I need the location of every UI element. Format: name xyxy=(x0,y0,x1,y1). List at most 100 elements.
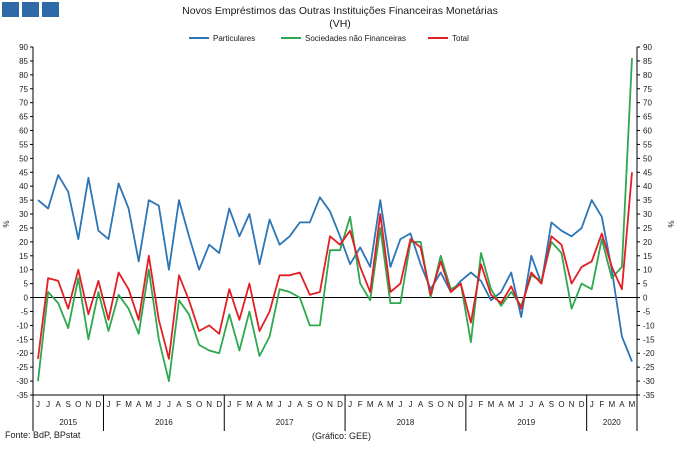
y-tick-label-left: 45 xyxy=(19,168,28,177)
x-month-label: J xyxy=(348,400,352,409)
y-tick-label-left: -20 xyxy=(16,349,28,358)
x-month-label: A xyxy=(539,400,545,409)
y-tick-label-right: -10 xyxy=(643,321,655,330)
x-month-label: J xyxy=(409,400,413,409)
series-line xyxy=(37,172,633,360)
legend-label: Sociedades não Financeiras xyxy=(305,34,406,43)
x-month-label: M xyxy=(367,400,374,409)
x-month-label: J xyxy=(519,400,523,409)
y-tick-label-left: 30 xyxy=(19,210,28,219)
y-tick-label-right: 20 xyxy=(643,238,652,247)
x-month-label: S xyxy=(307,400,312,409)
y-tick-label-left: 90 xyxy=(19,43,28,52)
y-tick-label-right: 35 xyxy=(643,196,652,205)
x-month-label: M xyxy=(508,400,515,409)
x-month-label: A xyxy=(619,400,625,409)
x-month-label: F xyxy=(237,400,242,409)
series-line xyxy=(37,174,633,362)
x-year-label: 2018 xyxy=(397,418,415,427)
x-month-label: S xyxy=(428,400,433,409)
x-month-label: M xyxy=(266,400,273,409)
brand-square-2 xyxy=(22,2,39,17)
y-axis-label-left: % xyxy=(2,220,11,227)
x-month-label: J xyxy=(107,400,111,409)
x-month-label: A xyxy=(136,400,142,409)
y-tick-label-left: 75 xyxy=(19,85,28,94)
x-month-label: S xyxy=(186,400,191,409)
x-month-label: O xyxy=(317,400,323,409)
x-month-label: M xyxy=(488,400,495,409)
x-month-label: F xyxy=(479,400,484,409)
x-month-label: A xyxy=(297,400,303,409)
brand-square-3 xyxy=(42,2,59,17)
y-tick-label-right: 5 xyxy=(643,280,648,289)
series-line xyxy=(37,58,633,383)
y-tick-label-right: 80 xyxy=(643,71,652,80)
x-month-label: J xyxy=(288,400,292,409)
x-month-label: O xyxy=(558,400,564,409)
x-month-label: J xyxy=(278,400,282,409)
x-month-label: N xyxy=(448,400,454,409)
x-month-label: A xyxy=(378,400,384,409)
x-year-label: 2019 xyxy=(517,418,535,427)
x-month-label: M xyxy=(608,400,615,409)
y-tick-label-right: 90 xyxy=(643,43,652,52)
y-tick-label-left: 35 xyxy=(19,196,28,205)
x-month-label: J xyxy=(469,400,473,409)
brand-square-1 xyxy=(2,2,19,17)
x-month-label: F xyxy=(116,400,121,409)
x-month-label: M xyxy=(246,400,253,409)
y-tick-label-right: -5 xyxy=(643,307,651,316)
source-note: Fonte: BdP, BPstat xyxy=(5,430,81,440)
chart-title: Novos Empréstimos das Outras Instituiçõe… xyxy=(182,5,498,17)
y-tick-label-right: 30 xyxy=(643,210,652,219)
x-month-label: F xyxy=(599,400,604,409)
x-month-label: O xyxy=(438,400,444,409)
x-month-label: A xyxy=(55,400,61,409)
x-month-label: M xyxy=(387,400,394,409)
y-tick-label-right: 0 xyxy=(643,294,648,303)
axes: -35 -35 -30 -30 -25 -25 -20 -20 -15 -15 -10 -10 -5 -5… xyxy=(16,43,655,431)
y-tick-label-right: 45 xyxy=(643,168,652,177)
chart-subtitle: (VH) xyxy=(329,18,351,30)
x-month-label: N xyxy=(327,400,333,409)
y-tick-label-right: 60 xyxy=(643,127,652,136)
y-tick-label-right: -15 xyxy=(643,335,655,344)
legend-label: Total xyxy=(452,34,469,43)
x-month-label: J xyxy=(36,400,40,409)
y-tick-label-left: -5 xyxy=(21,307,29,316)
x-month-label: D xyxy=(579,400,585,409)
x-month-label: M xyxy=(629,400,636,409)
y-tick-label-right: 85 xyxy=(643,57,652,66)
y-tick-label-left: 40 xyxy=(19,182,28,191)
x-month-label: D xyxy=(216,400,222,409)
x-year-label: 2016 xyxy=(155,418,173,427)
y-tick-label-right: 70 xyxy=(643,99,652,108)
y-tick-label-left: -15 xyxy=(16,335,28,344)
x-month-label: A xyxy=(418,400,424,409)
y-tick-label-left: 55 xyxy=(19,140,28,149)
x-month-label: S xyxy=(549,400,554,409)
y-tick-label-right: -35 xyxy=(643,391,655,400)
x-month-label: O xyxy=(75,400,81,409)
y-axis-label-right: % xyxy=(667,220,676,227)
x-month-label: M xyxy=(125,400,132,409)
y-tick-label-left: 50 xyxy=(19,154,28,163)
series-lines xyxy=(37,58,633,383)
x-month-label: D xyxy=(458,400,464,409)
x-month-label: A xyxy=(176,400,182,409)
y-tick-label-right: 65 xyxy=(643,113,652,122)
y-tick-label-right: 15 xyxy=(643,252,652,261)
x-month-label: N xyxy=(569,400,575,409)
y-tick-label-left: 65 xyxy=(19,113,28,122)
x-month-label: N xyxy=(206,400,212,409)
y-tick-label-left: 85 xyxy=(19,57,28,66)
y-tick-label-right: -20 xyxy=(643,349,655,358)
y-tick-label-left: 25 xyxy=(19,224,28,233)
y-tick-label-right: -25 xyxy=(643,363,655,372)
y-tick-label-right: 50 xyxy=(643,154,652,163)
y-tick-label-left: -30 xyxy=(16,377,28,386)
chart-credit: (Gráfico: GEE) xyxy=(312,431,372,441)
